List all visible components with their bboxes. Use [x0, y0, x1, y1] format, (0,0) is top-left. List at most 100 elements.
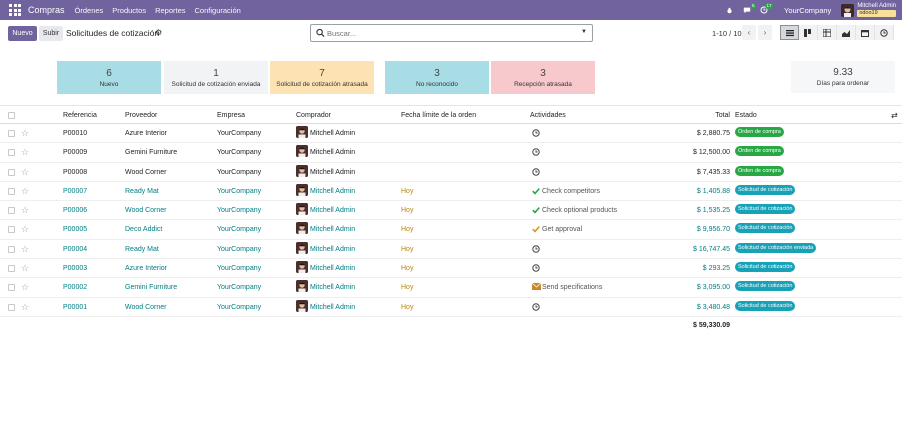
- pager-next-button[interactable]: ›: [758, 25, 772, 40]
- star-icon[interactable]: ☆: [21, 263, 30, 274]
- column-empresa[interactable]: Empresa: [217, 112, 246, 119]
- cell-buyer[interactable]: Mitchell Admin: [310, 303, 356, 311]
- clock-icon[interactable]: [532, 167, 540, 176]
- column-actividades[interactable]: Actividades: [530, 112, 566, 119]
- new-button[interactable]: Nuevo: [8, 26, 37, 41]
- menu-reportes[interactable]: Reportes: [155, 5, 186, 15]
- chat-icon[interactable]: 5: [742, 2, 757, 15]
- cell-activity[interactable]: Get approval: [542, 226, 583, 234]
- user-avatar[interactable]: [841, 3, 855, 17]
- list-view-button[interactable]: [780, 25, 799, 40]
- table-row[interactable]: ☆ P00003 Azure Interior YourCompany Mitchell…: [0, 259, 902, 279]
- row-checkbox[interactable]: [8, 207, 15, 215]
- company-switcher[interactable]: YourCompany: [784, 5, 832, 15]
- star-icon[interactable]: ☆: [21, 185, 30, 196]
- column-proveedor[interactable]: Proveedor: [125, 112, 158, 119]
- search-bar[interactable]: ▼: [310, 24, 593, 42]
- cell-reference[interactable]: P00006: [63, 207, 88, 215]
- column-referencia[interactable]: Referencia: [63, 112, 97, 119]
- column-fecha-limite[interactable]: Fecha límite de la orden: [401, 112, 477, 119]
- envelope-icon[interactable]: [531, 283, 542, 291]
- row-checkbox[interactable]: [8, 187, 15, 195]
- cell-buyer[interactable]: Mitchell Admin: [310, 207, 356, 215]
- row-checkbox[interactable]: [8, 284, 15, 292]
- kanban-view-button[interactable]: [799, 25, 818, 40]
- table-row[interactable]: ☆ P00004 Ready Mat YourCompany Mitchell Admi…: [0, 240, 902, 260]
- clock-icon[interactable]: [532, 302, 540, 311]
- star-icon[interactable]: ☆: [21, 301, 30, 312]
- cell-reference[interactable]: P00010: [63, 130, 88, 137]
- cell-reference[interactable]: P00004: [63, 245, 88, 253]
- cell-vendor[interactable]: Gemini Furniture: [125, 149, 178, 157]
- cell-reference[interactable]: P00005: [63, 226, 88, 234]
- cell-buyer[interactable]: Mitchell Admin: [310, 149, 356, 157]
- cell-vendor[interactable]: Wood Corner: [125, 207, 167, 215]
- bug-icon[interactable]: [725, 6, 734, 15]
- cell-activity[interactable]: Send specifications: [542, 284, 603, 292]
- cell-activity[interactable]: Check competitors: [542, 187, 600, 195]
- row-checkbox[interactable]: [8, 168, 15, 176]
- table-row[interactable]: ☆ P00009 Gemini Furniture YourCompany Mitche…: [0, 143, 902, 163]
- apps-menu-icon[interactable]: [8, 3, 22, 17]
- cell-activity[interactable]: Check optional products: [542, 207, 618, 215]
- gear-icon[interactable]: ⚙: [155, 28, 163, 37]
- cell-vendor[interactable]: Wood Corner: [125, 303, 167, 311]
- check-icon[interactable]: [532, 225, 540, 234]
- table-row[interactable]: ☆ P00006 Wood Corner YourCompany Mitchell Ad…: [0, 201, 902, 221]
- column-total[interactable]: Total: [715, 112, 730, 119]
- cell-vendor[interactable]: Wood Corner: [125, 168, 167, 176]
- pager-previous-button[interactable]: ‹: [742, 25, 756, 40]
- stat-card[interactable]: 6 Nuevo: [57, 61, 161, 94]
- row-checkbox[interactable]: [8, 226, 15, 234]
- star-icon[interactable]: ☆: [21, 128, 30, 138]
- cell-vendor[interactable]: Deco Addict: [125, 226, 163, 234]
- cell-reference[interactable]: P00003: [63, 265, 88, 273]
- stat-card[interactable]: 3 No reconocido: [385, 61, 489, 94]
- star-icon[interactable]: ☆: [21, 166, 30, 177]
- cell-reference[interactable]: P00007: [63, 187, 88, 195]
- column-comprador[interactable]: Comprador: [296, 112, 332, 119]
- row-checkbox[interactable]: [8, 303, 15, 311]
- app-brand[interactable]: Compras: [28, 5, 65, 15]
- cell-buyer[interactable]: Mitchell Admin: [310, 265, 356, 273]
- cell-vendor[interactable]: Azure Interior: [125, 265, 168, 273]
- stat-card[interactable]: 3 Recepción atrasada: [491, 61, 595, 94]
- star-icon[interactable]: ☆: [21, 205, 30, 216]
- cell-buyer[interactable]: Mitchell Admin: [310, 168, 356, 176]
- cell-buyer[interactable]: Mitchell Admin: [310, 245, 356, 253]
- menu-configuracion[interactable]: Configuración: [194, 5, 241, 15]
- table-row[interactable]: ☆ P00008 Wood Corner YourCompany Mitchell Ad…: [0, 163, 902, 182]
- cell-vendor[interactable]: Azure Interior: [125, 130, 168, 137]
- cell-vendor[interactable]: Ready Mat: [125, 187, 159, 195]
- activity-view-button[interactable]: [875, 25, 894, 40]
- stat-card[interactable]: 1 Solicitud de cotización enviada: [164, 61, 268, 94]
- user-menu[interactable]: Mitchell Admin odoo19: [857, 3, 896, 17]
- cell-reference[interactable]: P00009: [63, 149, 88, 157]
- stat-card[interactable]: 7 Solicitud de cotización atrasada: [270, 61, 374, 94]
- row-checkbox[interactable]: [8, 149, 15, 157]
- menu-ordenes[interactable]: Órdenes: [74, 5, 104, 15]
- menu-productos[interactable]: Productos: [112, 5, 147, 15]
- search-toggle-icon[interactable]: ▼: [581, 29, 587, 35]
- cell-reference[interactable]: P00008: [63, 168, 88, 176]
- search-input[interactable]: [327, 27, 567, 39]
- upload-button[interactable]: Subir: [39, 26, 63, 41]
- cell-vendor[interactable]: Ready Mat: [125, 245, 159, 253]
- check-icon[interactable]: [532, 206, 540, 214]
- row-checkbox[interactable]: [8, 265, 15, 273]
- select-all-checkbox[interactable]: [8, 112, 15, 119]
- star-icon[interactable]: ☆: [21, 282, 30, 293]
- table-row[interactable]: ☆ P00005 Deco Addict YourCompany Mitchell Ad…: [0, 220, 902, 240]
- row-checkbox[interactable]: [8, 130, 15, 137]
- calendar-view-button[interactable]: [856, 25, 875, 40]
- cell-buyer[interactable]: Mitchell Admin: [310, 130, 356, 137]
- pivot-view-button[interactable]: [818, 25, 837, 40]
- column-estado[interactable]: Estado: [735, 112, 757, 119]
- cell-buyer[interactable]: Mitchell Admin: [310, 284, 356, 292]
- row-checkbox[interactable]: [8, 245, 15, 253]
- table-row[interactable]: ☆ P00002 Gemini Furniture YourCompany Mitche…: [0, 278, 902, 298]
- cell-reference[interactable]: P00002: [63, 284, 88, 292]
- clock-icon[interactable]: [532, 148, 540, 156]
- graph-view-button[interactable]: [837, 25, 856, 40]
- star-icon[interactable]: ☆: [21, 147, 30, 158]
